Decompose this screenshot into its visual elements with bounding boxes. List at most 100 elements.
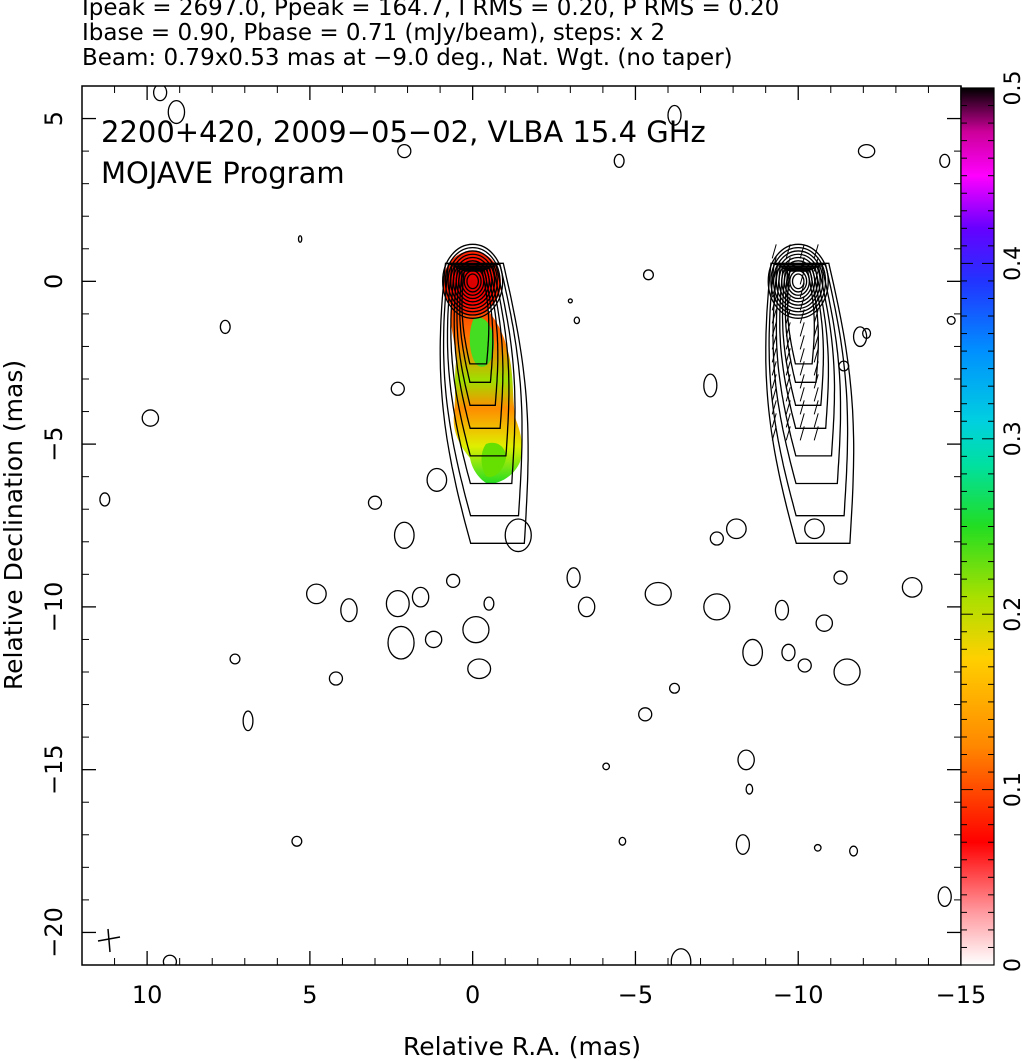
stokes-i-contours xyxy=(439,243,529,544)
noise-contour xyxy=(857,143,876,159)
evpa-stick xyxy=(785,270,791,285)
evpa-stick xyxy=(771,257,777,272)
evpa-stick xyxy=(813,257,819,272)
evpa-stick xyxy=(771,374,777,389)
noise-contour xyxy=(141,409,160,427)
noise-contour xyxy=(939,153,951,169)
source-annotation: 2200+420, 2009−05−02, VLBA 15.4 GHz xyxy=(101,115,706,149)
evpa-stick xyxy=(785,296,791,311)
noise-contour xyxy=(387,625,415,660)
core-contour xyxy=(783,263,813,300)
noise-contour xyxy=(642,269,654,281)
evpa-stick xyxy=(799,335,805,350)
jet-contour-right xyxy=(775,266,836,457)
noise-contour xyxy=(703,373,718,398)
noise-contour xyxy=(849,845,859,857)
y-tick-label: −10 xyxy=(40,582,68,633)
core-contour xyxy=(789,270,808,293)
evpa-stick xyxy=(771,426,777,441)
core-contour xyxy=(460,266,485,296)
evpa-stick xyxy=(785,257,791,272)
noise-contour xyxy=(426,467,448,492)
x-tick-label: −10 xyxy=(773,981,824,1009)
jet-contour-right xyxy=(784,269,819,383)
evpa-stick xyxy=(813,348,819,363)
evpa-stick xyxy=(799,270,805,285)
evpa-stick xyxy=(799,374,805,389)
jet-contour xyxy=(446,265,516,485)
core-contour xyxy=(770,246,827,316)
evpa-stick xyxy=(813,400,819,415)
colorbar-tick-label: 0.3 xyxy=(1001,421,1022,456)
noise-contour xyxy=(901,576,923,598)
evpa-stick xyxy=(813,270,819,285)
y-tick-label: 5 xyxy=(40,111,68,126)
evpa-stick xyxy=(799,400,805,415)
polarization-knot-lower xyxy=(481,442,506,477)
evpa-stick xyxy=(813,335,819,350)
jet-contour xyxy=(459,269,494,383)
core-contour xyxy=(791,273,805,290)
evpa-stick xyxy=(785,322,791,337)
noise-contour xyxy=(567,298,573,304)
evpa-stick xyxy=(771,348,777,363)
jet-contour-right xyxy=(779,267,830,429)
y-tick-label: −5 xyxy=(40,426,68,461)
jet-contour xyxy=(439,262,529,544)
evpa-stick xyxy=(785,309,791,324)
colorbar-tick-label: 0 xyxy=(1001,958,1022,972)
noise-contour xyxy=(774,599,790,621)
noise-contour xyxy=(305,583,327,605)
evpa-stick xyxy=(785,244,791,259)
noise-contour xyxy=(167,99,186,125)
y-tick-label: 0 xyxy=(40,274,68,289)
jet-contour xyxy=(450,266,510,457)
core-contour xyxy=(458,263,488,300)
noise-contour xyxy=(229,653,241,665)
noise-contour xyxy=(602,762,611,771)
evpa-stick xyxy=(799,361,805,376)
noise-contour xyxy=(813,843,822,852)
evpa-stick xyxy=(799,348,805,363)
evpa-stick xyxy=(785,426,791,441)
evpa-stick xyxy=(799,257,805,272)
polarization-jet-region xyxy=(450,294,523,484)
noise-contour xyxy=(162,954,178,965)
noise-contour xyxy=(99,492,111,507)
noise-contour xyxy=(462,616,490,644)
noise-contour xyxy=(577,596,596,618)
noise-contour xyxy=(397,143,412,159)
noise-contour xyxy=(735,834,751,855)
evpa-stick xyxy=(799,322,805,337)
noise-contour xyxy=(725,518,747,540)
core-contour xyxy=(452,256,493,306)
evpa-stick xyxy=(799,283,805,298)
evpa-stick xyxy=(771,400,777,415)
x-tick-label: 5 xyxy=(302,981,317,1009)
core-contour xyxy=(767,243,829,319)
noise-contour xyxy=(737,749,755,771)
evpa-stick xyxy=(785,374,791,389)
noise-contour xyxy=(411,586,430,608)
noise-contour xyxy=(742,638,764,667)
noise-contour xyxy=(219,319,231,335)
x-tick-label: −15 xyxy=(936,981,987,1009)
y-tick-label: −15 xyxy=(40,744,68,795)
noise-contour xyxy=(367,495,383,510)
noise-contour xyxy=(644,581,672,606)
noise-contour xyxy=(946,315,956,325)
noise-contour xyxy=(467,658,492,680)
evpa-stick xyxy=(799,387,805,402)
evpa-stick xyxy=(813,283,819,298)
noise-contour xyxy=(852,326,868,348)
evpa-stick xyxy=(771,361,777,376)
y-tick-label: −20 xyxy=(40,907,68,958)
evpa-stick xyxy=(813,309,819,324)
evpa-stick xyxy=(799,244,805,259)
noise-contour xyxy=(340,598,358,623)
evpa-stick xyxy=(771,387,777,402)
colorbar-tick-label: 0.5 xyxy=(1001,71,1022,106)
evpa-stick xyxy=(771,270,777,285)
header-line-1: Ipeak = 2697.0, Ppeak = 164.7, I RMS = 0… xyxy=(82,0,780,21)
noise-contour xyxy=(670,948,692,965)
